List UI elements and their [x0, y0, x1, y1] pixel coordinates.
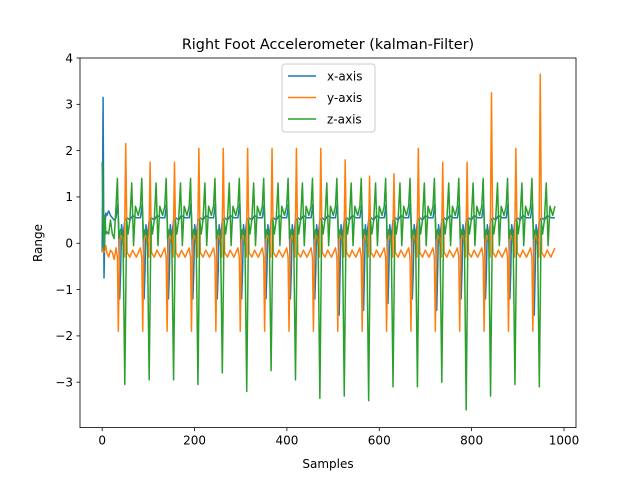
y-tick-label: −1: [55, 283, 73, 297]
legend: x-axis y-axis z-axis: [281, 63, 376, 133]
series-line-y-axis: [101, 73, 556, 333]
legend-label-z-axis: z-axis: [327, 112, 362, 126]
series-line-z-axis: [101, 162, 556, 411]
y-tick-label: 0: [65, 237, 73, 251]
y-tick-label: −3: [55, 376, 73, 390]
x-tick-label: 400: [275, 434, 298, 448]
x-tick-label: 600: [368, 434, 391, 448]
y-tick-label: 2: [65, 144, 73, 158]
chart-title: Right Foot Accelerometer (kalman-Filter): [182, 37, 474, 53]
y-tick-label: 4: [65, 51, 73, 65]
x-tick-label: 800: [460, 434, 483, 448]
legend-box: [281, 63, 376, 133]
legend-label-x-axis: x-axis: [327, 69, 362, 83]
legend-label-y-axis: y-axis: [327, 91, 362, 105]
y-axis-ticks: −3 −2 −1 0 1 2 3 4: [55, 51, 80, 390]
plot-frame: [79, 57, 577, 429]
x-axis-label: Samples: [302, 457, 353, 471]
y-axis-label: Range: [31, 224, 45, 262]
x-tick-label: 200: [183, 434, 206, 448]
x-axis-ticks: 0 200 400 600 800 1000: [98, 427, 580, 448]
y-tick-label: 1: [65, 190, 73, 204]
x-tick-label: 0: [98, 434, 106, 448]
y-tick-label: 3: [65, 98, 73, 112]
series-layer: [101, 73, 556, 411]
y-tick-label: −2: [55, 329, 73, 343]
x-tick-label: 1000: [549, 434, 580, 448]
